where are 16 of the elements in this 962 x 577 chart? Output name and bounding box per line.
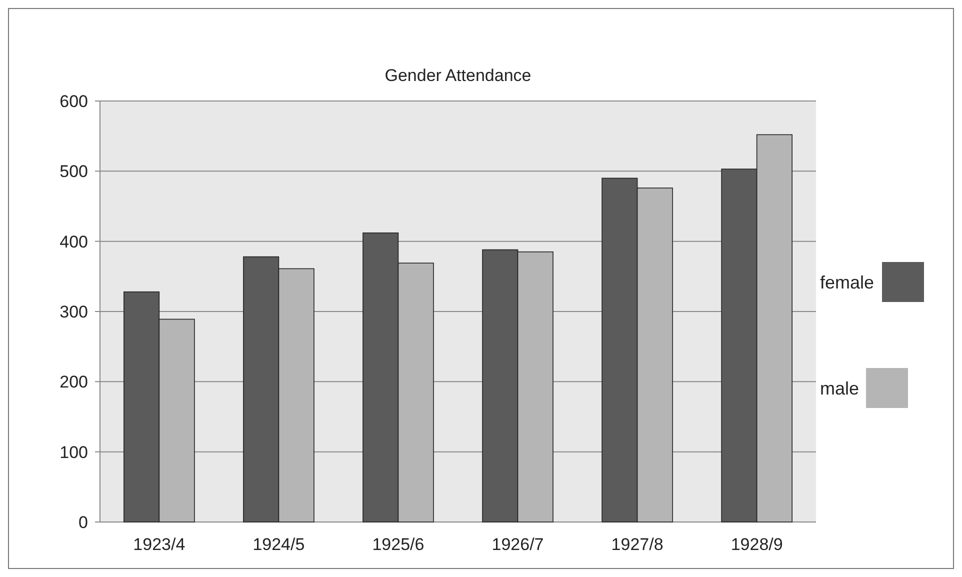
- x-tick-label: 1927/8: [611, 535, 664, 554]
- y-tick-label: 400: [60, 232, 88, 252]
- legend-label: female: [820, 272, 874, 292]
- chart-title: Gender Attendance: [384, 66, 532, 85]
- y-tick-label: 300: [60, 302, 88, 322]
- y-tick-label: 600: [60, 92, 88, 111]
- x-tick-label: 1928/9: [730, 535, 783, 554]
- y-tick-label: 100: [60, 442, 88, 462]
- y-tick-label: 0: [78, 512, 88, 532]
- legend-label: male: [820, 378, 860, 398]
- y-tick-label: 500: [60, 162, 88, 182]
- x-tick-label: 1924/5: [252, 535, 305, 554]
- x-tick-label: 1923/4: [133, 535, 186, 554]
- x-tick-label: 1925/6: [372, 535, 424, 554]
- y-tick-label: 200: [60, 372, 88, 392]
- x-tick-label: 1926/7: [492, 535, 544, 554]
